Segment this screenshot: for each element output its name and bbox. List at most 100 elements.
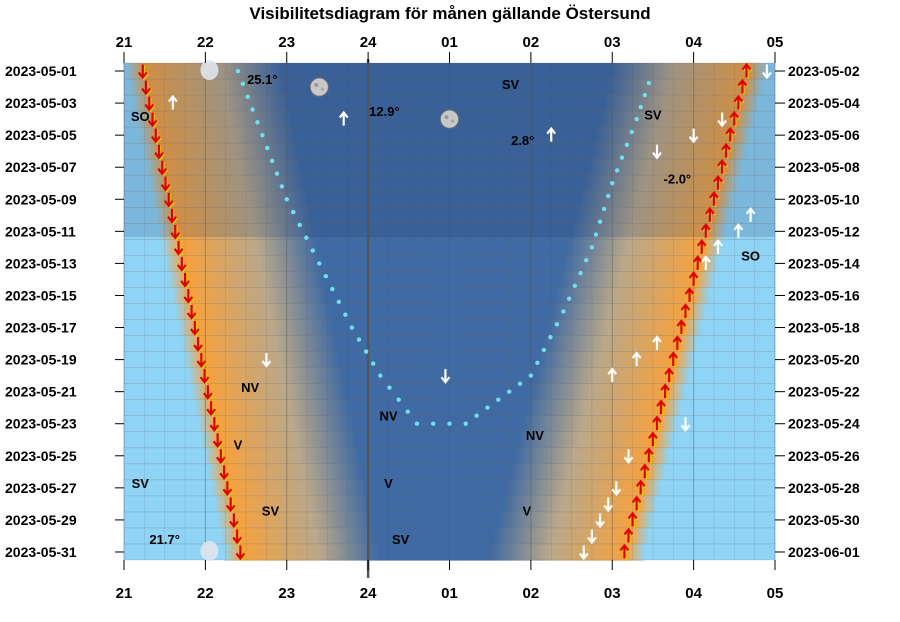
hour-tick-label: 02	[523, 34, 540, 51]
sunset-arrow	[180, 272, 190, 288]
moon-event-arrow	[713, 239, 723, 254]
full-moon-icon	[200, 540, 219, 561]
sunrise-arrow	[733, 94, 744, 110]
moon-event-arrow	[611, 481, 622, 497]
sunrise-arrow	[700, 223, 711, 238]
moon-track-dot	[363, 349, 369, 354]
sunset-arrow	[173, 240, 184, 256]
annotation-label: V	[522, 503, 531, 518]
hour-tick-label: 21	[116, 585, 133, 602]
hour-axis-top: 21 22 23 24 01 02 03 04 05	[116, 34, 783, 63]
night-band-row	[220, 527, 649, 545]
sunset-arrow	[229, 513, 239, 529]
moon-track-dot	[265, 145, 270, 151]
annotation-label: 2.8°	[511, 133, 534, 148]
sunrise-arrow	[635, 479, 646, 495]
date-label-right: 2023-05-12	[788, 223, 860, 239]
sunset-arrow	[222, 481, 233, 497]
moon-track-dot	[506, 389, 512, 394]
sunrise-arrow	[656, 399, 666, 415]
annotation-label: NV	[241, 380, 259, 395]
moon-track-dot	[274, 171, 280, 176]
moon-crater-icon	[320, 87, 324, 91]
hour-tick-label: 01	[441, 585, 458, 602]
moon-track-dot	[548, 334, 553, 340]
annotation-label: SV	[132, 476, 150, 491]
moon-event-arrow	[631, 351, 642, 367]
moon-track-dot	[323, 274, 329, 279]
moon-track-dot	[638, 104, 643, 110]
night-band-row	[145, 159, 743, 176]
moon-event-arrow	[745, 207, 756, 222]
annotation-label: NV	[526, 428, 544, 443]
moon-track-dot	[629, 129, 634, 135]
plot-area: 25.1° 12.9° 2.8° -2.0° SV SV SO SO NV NV NV V V V SV SV…	[123, 59, 776, 578]
moon-track-dot	[297, 222, 302, 228]
night-band-row	[178, 319, 702, 337]
moon-event-arrow	[700, 255, 711, 270]
hour-tick-label: 21	[116, 34, 133, 51]
hour-axis-bottom: 21 22 23 24 01 02 03 04 05	[116, 560, 783, 602]
moon-track-dot	[330, 286, 335, 292]
moon-track-dot	[646, 80, 652, 86]
annotation-label: -2.0°	[664, 171, 692, 186]
date-axis-left: 2023-05-01 2023-05-03 2023-05-05 2023-05-07…	[5, 63, 124, 560]
night-band-row	[201, 431, 674, 449]
annotation-label: SO	[741, 248, 760, 263]
sunrise-arrow	[627, 511, 638, 527]
moon-track-dot	[474, 413, 479, 418]
moon-track-dot	[396, 397, 401, 402]
date-label-right: 2023-06-01	[788, 544, 860, 560]
hour-tick-label: 24	[360, 585, 377, 602]
annotation-label: V	[384, 476, 393, 491]
sunset-arrow	[193, 337, 203, 352]
sunset-arrow	[167, 208, 177, 224]
moon-track-dot	[414, 421, 420, 426]
moon-track-dot	[250, 107, 255, 112]
moon-track-dot	[614, 168, 620, 173]
hour-tick-label: 01	[441, 34, 458, 51]
sunset-arrow	[225, 497, 236, 513]
moon-track-dot	[597, 219, 603, 224]
moon-track-dot	[610, 181, 615, 186]
moon-track-dot	[431, 421, 436, 426]
moon-phase-icon	[440, 109, 459, 129]
sunrise-arrow	[672, 335, 683, 351]
date-label-left: 2023-05-03	[5, 95, 77, 111]
night-band-row	[142, 143, 747, 160]
hour-tick-label: 23	[278, 34, 295, 51]
moon-track-dot	[317, 261, 322, 266]
date-label-left: 2023-05-31	[5, 544, 77, 560]
moon-track-dot	[554, 322, 560, 327]
date-label-left: 2023-05-27	[5, 480, 77, 496]
sunset-arrow	[203, 385, 213, 400]
sunset-arrow	[219, 465, 230, 481]
moon-track-dot	[566, 296, 572, 301]
moon-event-arrow	[595, 513, 605, 529]
moon-track-dot	[624, 142, 630, 147]
hour-tick-label: 22	[197, 585, 214, 602]
date-label-right: 2023-05-20	[788, 352, 860, 368]
sunset-arrow	[183, 288, 194, 304]
moon-event-arrow	[652, 144, 662, 160]
sunset-arrow	[199, 369, 210, 384]
moon-track-dot	[517, 381, 523, 386]
night-band-row	[198, 415, 678, 433]
annotation-label: V	[234, 438, 243, 453]
sunset-arrow	[170, 224, 181, 240]
sunset-arrow	[186, 305, 197, 320]
night-band-row	[191, 383, 686, 401]
hour-tick-label: 04	[685, 585, 702, 602]
date-label-right: 2023-05-06	[788, 127, 860, 143]
moon-event-arrow	[733, 223, 744, 238]
night-band-row	[188, 367, 690, 385]
moon-track-dot	[240, 81, 246, 87]
moon-track-dot	[378, 373, 383, 378]
sunset-arrow	[216, 449, 226, 465]
date-label-left: 2023-05-13	[5, 255, 77, 271]
sunrise-arrow	[676, 319, 687, 335]
hour-tick-label: 24	[360, 34, 377, 51]
moon-event-arrow	[440, 369, 451, 384]
annotation-label: SV	[502, 77, 520, 92]
moon-track-dot	[572, 283, 578, 289]
